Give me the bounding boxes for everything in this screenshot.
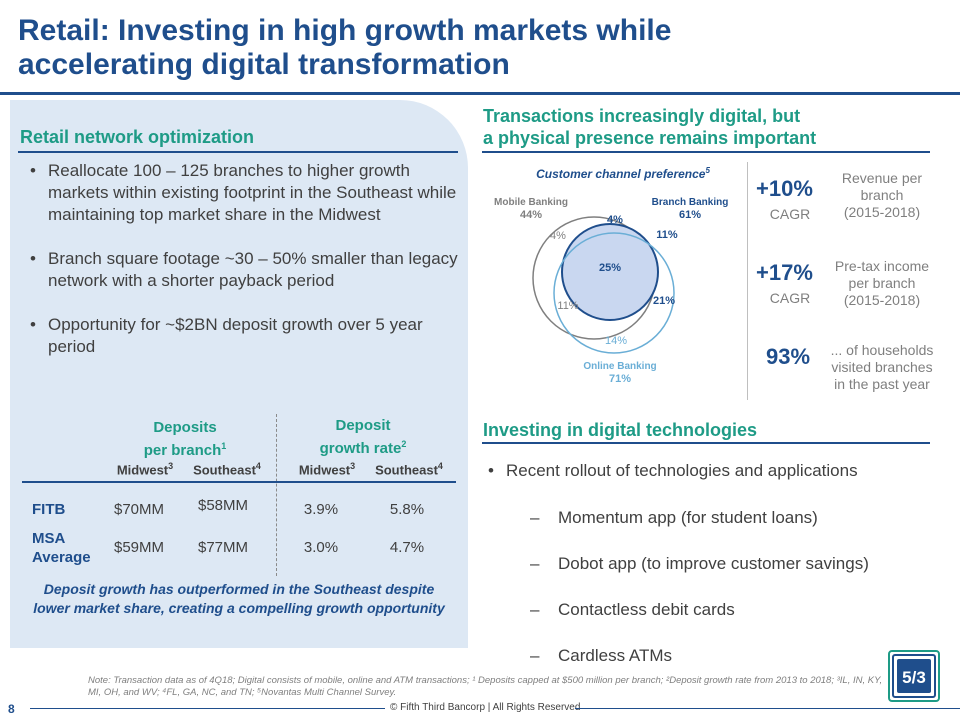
transactions-heading-rule bbox=[482, 151, 930, 153]
copyright: © Fifth Third Bancorp | All Rights Reser… bbox=[390, 702, 581, 713]
venn-title: Customer channel preference5 bbox=[536, 166, 710, 181]
title-line-2: accelerating digital transformation bbox=[18, 48, 510, 81]
deposit-growth-rate-header: Deposit growth rate2 bbox=[319, 417, 407, 457]
kpi-pretax-cagr: CAGR bbox=[769, 290, 811, 306]
subhead-midwest-2: Midwest3 bbox=[298, 461, 356, 478]
subhead-southeast-2: Southeast4 bbox=[375, 461, 443, 478]
cell-fitb-growth-southeast: 5.8% bbox=[389, 501, 425, 518]
row-label-fitb: FITB bbox=[32, 501, 66, 518]
region-online-only: 14% bbox=[605, 335, 627, 347]
region-mobile-online: 11% bbox=[557, 300, 578, 312]
region-all-three: 25% bbox=[599, 262, 621, 274]
kpi-revenue-value: +10% bbox=[756, 176, 813, 201]
network-bullets: Reallocate 100 – 125 branches to higher … bbox=[28, 160, 458, 380]
online-banking-pct: 71% bbox=[609, 373, 631, 385]
deposits-per-branch-header: Deposits per branch1 bbox=[143, 419, 227, 459]
kpi-pretax-desc: Pre-tax income per branch (2015-2018) bbox=[834, 258, 930, 308]
region-mobile-branch: 4% bbox=[607, 214, 623, 226]
digital-heading-rule bbox=[482, 442, 930, 444]
subhead-southeast-1: Southeast4 bbox=[193, 461, 261, 478]
kpi-households-value: 93% bbox=[766, 344, 811, 369]
cell-fitb-growth-midwest: 3.9% bbox=[303, 501, 339, 518]
cell-fitb-deposits-midwest: $70MM bbox=[113, 501, 165, 518]
row-label-msa-average: MSA Average bbox=[32, 530, 91, 566]
digital-item-dobot: Dobot app (to improve customer savings) bbox=[484, 553, 944, 575]
kpi-divider bbox=[747, 162, 748, 400]
digital-item-contactless: Contactless debit cards bbox=[484, 599, 944, 621]
branch-banking-pct: 61% bbox=[679, 209, 701, 221]
mobile-banking-label: Mobile Banking bbox=[494, 197, 568, 208]
bullet-square-footage: Branch square footage ~30 – 50% smaller … bbox=[28, 248, 458, 292]
kpi-households-desc: ... of households visited branches in th… bbox=[830, 342, 934, 392]
title-line-1: Retail: Investing in high growth markets… bbox=[18, 14, 672, 47]
online-banking-label: Online Banking bbox=[583, 361, 656, 372]
mobile-banking-pct: 44% bbox=[520, 209, 542, 221]
kpi-revenue-cagr: CAGR bbox=[769, 206, 811, 222]
digital-item-cardless: Cardless ATMs bbox=[484, 645, 944, 667]
kpi-pretax-value: +17% bbox=[756, 260, 813, 285]
subhead-midwest-1: Midwest3 bbox=[116, 461, 174, 478]
cell-msa-growth-southeast: 4.7% bbox=[389, 539, 425, 556]
kpi-revenue-desc: Revenue per branch (2015-2018) bbox=[841, 170, 923, 220]
cell-msa-deposits-southeast: $77MM bbox=[197, 539, 249, 556]
page-number: 8 bbox=[8, 702, 15, 716]
branch-banking-label: Branch Banking bbox=[652, 197, 729, 208]
fifth-third-logo-icon: 5/3 bbox=[888, 650, 940, 702]
cell-msa-deposits-midwest: $59MM bbox=[113, 539, 165, 556]
table-header-rule bbox=[22, 481, 456, 483]
page-title: Retail: Investing in high growth markets… bbox=[18, 14, 838, 82]
footnote: Note: Transaction data as of 4Q18; Digit… bbox=[88, 675, 883, 698]
channel-preference-venn: Mobile Banking 44% Branch Banking 61% On… bbox=[494, 197, 729, 385]
table-column-divider bbox=[276, 414, 277, 576]
bullet-reallocate: Reallocate 100 – 125 branches to higher … bbox=[28, 160, 458, 226]
transactions-heading: Transactions increasingly digital, but a… bbox=[483, 106, 817, 148]
region-mobile-only: 4% bbox=[550, 230, 566, 242]
bullet-deposit-opportunity: Opportunity for ~$2BN deposit growth ove… bbox=[28, 314, 458, 358]
left-heading-rule bbox=[18, 151, 458, 153]
deposit-growth-callout: Deposit growth has outperformed in the S… bbox=[33, 581, 445, 616]
cell-fitb-deposits-southeast: $58MM bbox=[197, 497, 249, 514]
region-branch-only: 11% bbox=[656, 229, 678, 241]
digital-item-momentum: Momentum app (for student loans) bbox=[484, 507, 944, 529]
region-branch-online: 21% bbox=[653, 295, 675, 307]
retail-network-heading: Retail network optimization bbox=[20, 127, 255, 147]
title-divider bbox=[0, 92, 960, 95]
digital-main-bullet: Recent rollout of technologies and appli… bbox=[484, 460, 944, 482]
cell-msa-growth-midwest: 3.0% bbox=[303, 539, 339, 556]
digital-list: Recent rollout of technologies and appli… bbox=[484, 460, 944, 691]
digital-heading: Investing in digital technologies bbox=[483, 420, 758, 440]
svg-text:5/3: 5/3 bbox=[902, 668, 926, 687]
online-banking-circle bbox=[553, 232, 675, 354]
branch-banking-circle bbox=[561, 223, 659, 321]
footer-rule-right bbox=[575, 708, 960, 709]
footer-rule-left bbox=[30, 708, 385, 709]
